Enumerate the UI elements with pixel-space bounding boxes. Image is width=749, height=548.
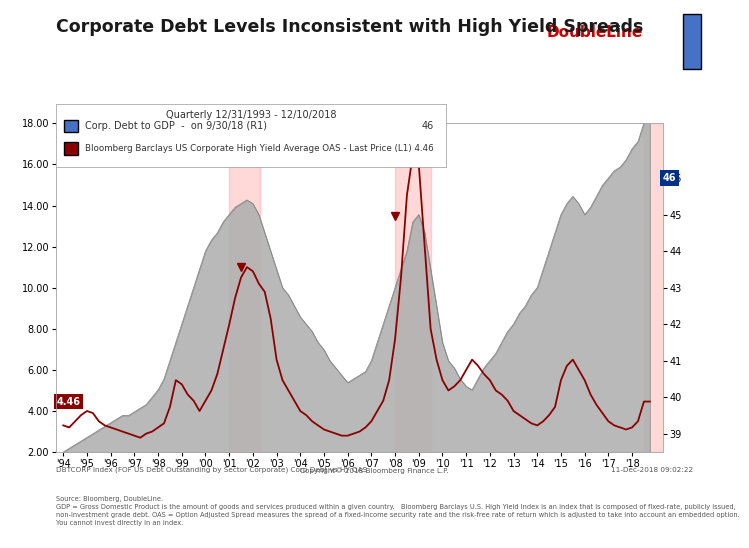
Text: 4.46: 4.46 — [56, 397, 80, 407]
Text: Corp. Debt to GDP  -  on 9/30/18 (R1): Corp. Debt to GDP - on 9/30/18 (R1) — [85, 121, 267, 131]
Text: 46: 46 — [422, 121, 434, 131]
Text: 46: 46 — [663, 173, 676, 183]
Bar — [395, 123, 431, 452]
Text: Source: Bloomberg, DoubleLine.
GDP = Gross Domestic Product is the amount of goo: Source: Bloomberg, DoubleLine. GDP = Gro… — [56, 496, 740, 526]
FancyBboxPatch shape — [683, 14, 701, 68]
FancyBboxPatch shape — [64, 142, 78, 155]
Text: F  U  N  D  S: F U N D S — [586, 60, 646, 69]
Text: DBTCORP Index (FOF US Debt Outstanding by Sector Corporate) Corp Debt vs HY OAS: DBTCORP Index (FOF US Debt Outstanding b… — [56, 467, 367, 473]
Text: 11-Dec-2018 09:02:22: 11-Dec-2018 09:02:22 — [610, 467, 693, 473]
Text: Copyright© 2018 Bloomberg Finance L.P.: Copyright© 2018 Bloomberg Finance L.P. — [300, 467, 449, 473]
Bar — [229, 123, 260, 452]
Bar — [644, 123, 667, 452]
Text: Quarterly 12/31/1993 - 12/10/2018: Quarterly 12/31/1993 - 12/10/2018 — [166, 111, 336, 121]
FancyBboxPatch shape — [64, 120, 78, 133]
Text: Corporate Debt Levels Inconsistent with High Yield Spreads: Corporate Debt Levels Inconsistent with … — [56, 18, 643, 36]
Text: DoubleLine: DoubleLine — [547, 25, 643, 39]
Text: Bloomberg Barclays US Corporate High Yield Average OAS - Last Price (L1) 4.46: Bloomberg Barclays US Corporate High Yie… — [85, 144, 434, 153]
